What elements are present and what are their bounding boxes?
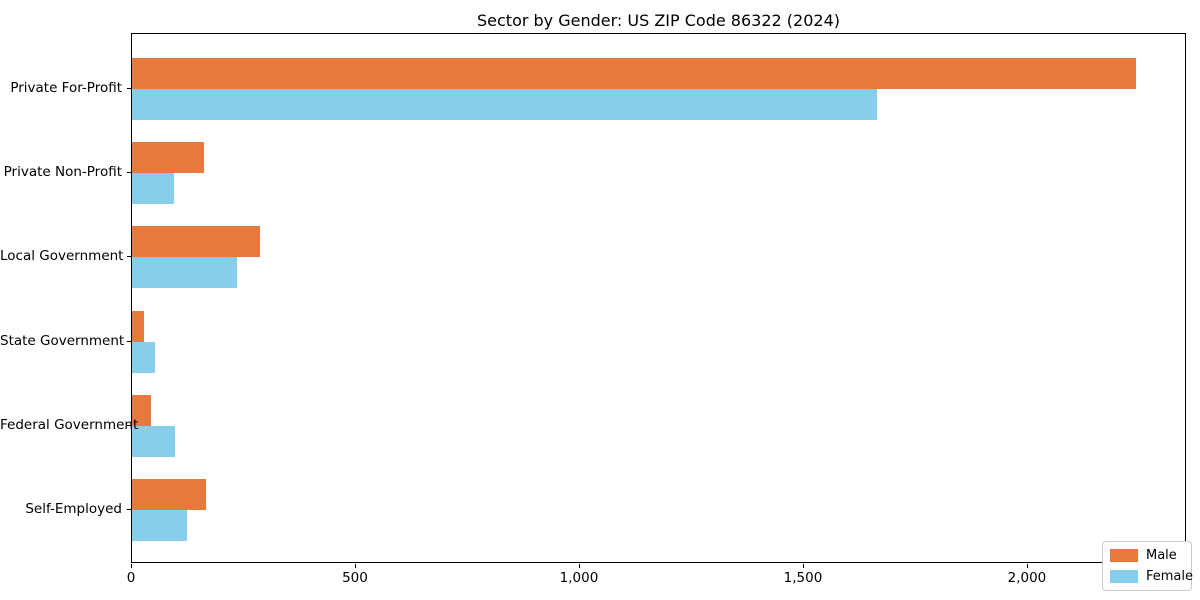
legend: Male Female (1102, 541, 1193, 591)
bar-female-4 (132, 425, 175, 457)
x-tick-label: 0 (126, 570, 136, 586)
y-tick-mark (127, 424, 131, 426)
y-tick-mark (127, 509, 131, 510)
legend-item-male: Male (1110, 548, 1183, 563)
x-tick-mark (578, 564, 580, 568)
bar-female-0 (132, 89, 877, 120)
x-tick-label: 1,500 (783, 570, 823, 586)
x-tick-label: 2,000 (1007, 570, 1047, 586)
bar-male-5 (132, 479, 206, 510)
bar-female-5 (132, 510, 188, 541)
x-tick-mark (802, 564, 804, 568)
legend-swatch-female (1110, 570, 1138, 583)
y-tick-mark (127, 256, 131, 258)
bar-male-1 (132, 142, 204, 174)
y-tick-mark (127, 172, 131, 174)
y-tick-label: Federal Government (0, 416, 139, 433)
legend-label-male: Male (1146, 548, 1177, 563)
y-tick-mark (127, 88, 131, 89)
y-tick-label: Private For-Profit (10, 80, 122, 96)
bar-male-4 (132, 394, 151, 426)
x-tick-label: 1,000 (559, 570, 599, 586)
bar-female-1 (132, 173, 175, 205)
x-tick-mark (131, 564, 132, 568)
y-tick-label: State Government (0, 332, 125, 349)
x-tick-label: 500 (342, 570, 368, 586)
y-tick-label: Self-Employed (25, 501, 122, 517)
legend-label-female: Female (1146, 569, 1194, 584)
chart-title: Sector by Gender: US ZIP Code 86322 (202… (477, 11, 840, 30)
bar-male-0 (132, 58, 1136, 89)
y-tick-label: Private Non-Profit (3, 164, 122, 181)
legend-swatch-male (1110, 549, 1138, 562)
bar-female-2 (132, 257, 237, 289)
y-tick-mark (127, 340, 131, 342)
bar-male-2 (132, 226, 261, 258)
legend-item-female: Female (1110, 569, 1193, 584)
x-tick-mark (354, 564, 356, 568)
bar-female-3 (132, 341, 156, 373)
y-tick-label: Local Government (0, 248, 124, 265)
x-tick-mark (1026, 564, 1028, 568)
bar-male-3 (132, 310, 144, 342)
plot-area (131, 33, 1186, 563)
